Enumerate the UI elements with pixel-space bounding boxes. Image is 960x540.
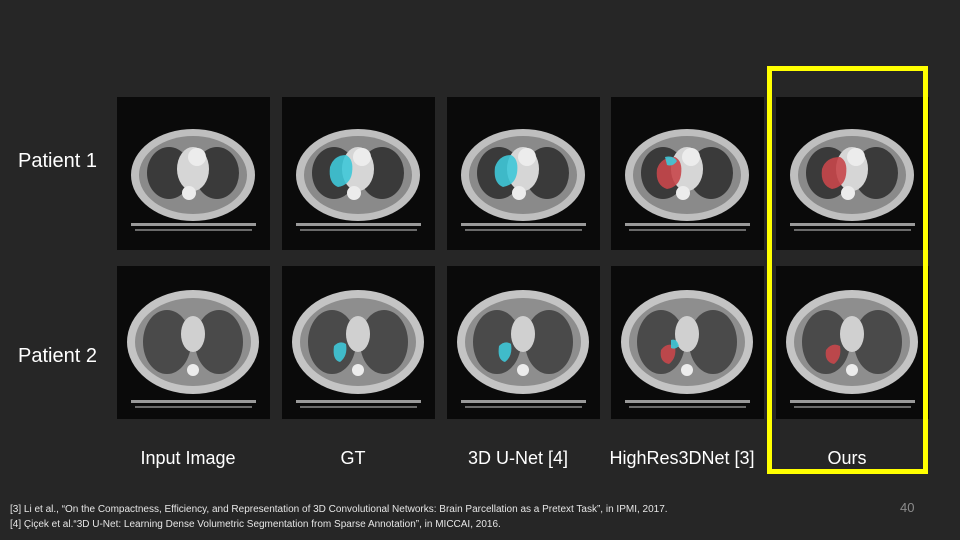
ct-slice-patient-2-input-image bbox=[117, 266, 270, 419]
ct-slice-patient-1-gt bbox=[282, 97, 435, 250]
col-label-ours: Ours bbox=[827, 448, 867, 468]
col-label-3d-unet: 3D U-Net [4] bbox=[467, 448, 569, 468]
ct-slice-patient-1-ours bbox=[776, 97, 929, 250]
ct-slice-patient-1-input-image bbox=[117, 97, 270, 250]
row-label-patient-1: Patient 1 bbox=[18, 150, 97, 172]
col-label-input-image: Input Image bbox=[140, 448, 236, 468]
ct-slice-patient-1-highres3dnet bbox=[611, 97, 764, 250]
reference-3: [3] Li et al., “On the Compactness, Effi… bbox=[10, 504, 668, 515]
col-label-highres3dnet: HighRes3DNet [3] bbox=[609, 448, 755, 468]
ct-slice-patient-1-3d-unet bbox=[447, 97, 600, 250]
references: [3] Li et al., “On the Compactness, Effi… bbox=[10, 502, 668, 532]
page-number: 40 bbox=[900, 500, 915, 515]
ours-highlight-box bbox=[767, 66, 928, 474]
row-label-patient-2: Patient 2 bbox=[18, 345, 97, 367]
ct-slice-patient-2-ours bbox=[776, 266, 929, 419]
col-label-gt: GT bbox=[340, 448, 366, 468]
reference-4: [4] Çiçek et al.“3D U-Net: Learning Dens… bbox=[10, 519, 501, 530]
ct-slice-patient-2-gt bbox=[282, 266, 435, 419]
ct-slice-patient-2-3d-unet bbox=[447, 266, 600, 419]
ct-slice-patient-2-highres3dnet bbox=[611, 266, 764, 419]
